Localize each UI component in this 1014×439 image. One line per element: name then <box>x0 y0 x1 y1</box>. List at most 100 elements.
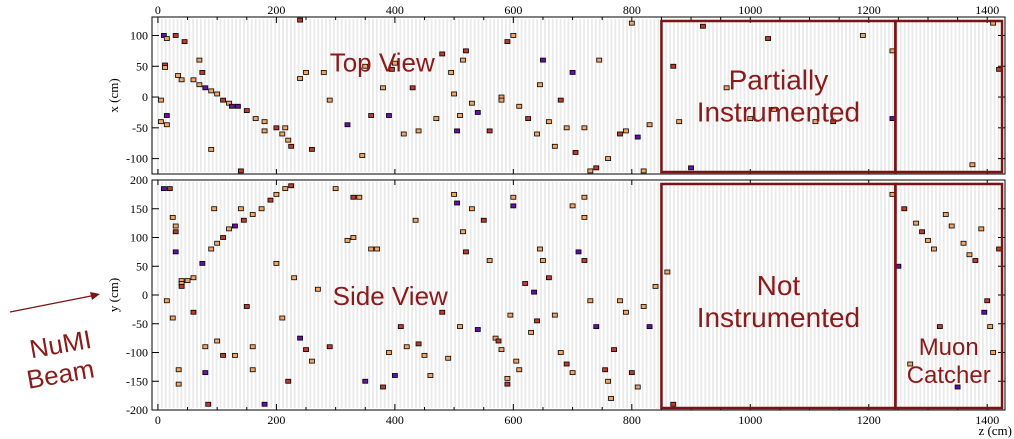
plane-strip <box>962 182 965 408</box>
x-tick-label-top: 1400 <box>975 3 999 17</box>
plane-strip <box>888 19 890 172</box>
plane-strip <box>806 182 808 408</box>
plane-strip <box>692 182 695 408</box>
x-tick-label-top: 600 <box>504 3 522 17</box>
plane-strip <box>184 19 187 172</box>
plane-strip <box>379 19 382 172</box>
plane-strip <box>583 182 585 408</box>
x-tick-label-top: 200 <box>267 3 285 17</box>
hit-marker <box>628 20 635 26</box>
hit-top <box>765 36 771 41</box>
hit-marker <box>534 131 540 137</box>
hit-marker <box>563 125 570 131</box>
plane-strip <box>614 182 617 408</box>
hit-marker <box>460 229 466 235</box>
hit-marker <box>252 116 259 121</box>
hit-marker <box>160 33 167 38</box>
plane-strip <box>501 182 503 408</box>
plane-strip <box>872 182 875 408</box>
plane-strip <box>395 19 398 172</box>
plane-strip <box>532 19 535 172</box>
hit-marker <box>495 338 502 344</box>
plane-strip <box>876 19 879 172</box>
plane-strip <box>708 182 711 408</box>
plane-strip <box>329 19 331 172</box>
hit-marker <box>605 156 612 162</box>
plane-strip <box>720 19 722 172</box>
hit-side <box>175 381 182 387</box>
plane-strip <box>180 182 183 408</box>
y-tick-label-side: -150 <box>126 374 148 388</box>
plane-strip <box>676 19 679 172</box>
plane-strip <box>262 19 265 172</box>
hit-side <box>537 246 543 252</box>
hit-marker <box>175 381 182 387</box>
hit-marker <box>279 131 286 137</box>
hit-marker <box>622 128 629 134</box>
hit-top <box>545 119 552 125</box>
hit-side <box>480 217 487 223</box>
plane-strip <box>223 182 226 408</box>
plane-strip <box>192 182 195 408</box>
plane-strip <box>497 182 499 408</box>
plane-strip <box>168 19 171 172</box>
plane-strip <box>477 182 480 408</box>
hit-marker <box>646 122 653 128</box>
hit-marker <box>240 217 247 223</box>
plane-strip <box>774 182 777 408</box>
hit-top <box>199 70 206 75</box>
hit-marker <box>356 194 363 200</box>
hit-marker <box>981 309 988 315</box>
hit-marker <box>326 344 333 350</box>
plane-strip <box>243 182 245 408</box>
hit-marker <box>237 206 244 212</box>
plane-strip <box>563 19 566 172</box>
plane-strip <box>227 19 230 172</box>
plane-strip <box>735 19 738 172</box>
plane-strip <box>454 182 456 408</box>
plane-strip <box>993 19 996 172</box>
hit-marker <box>157 119 164 125</box>
plane-strip <box>657 19 660 172</box>
x-tick-label-top: 800 <box>623 3 641 17</box>
plane-strip <box>899 19 902 172</box>
hit-side <box>350 235 357 240</box>
hit-marker <box>344 237 351 243</box>
plane-strip <box>751 182 754 408</box>
plane-strip <box>798 19 800 172</box>
hit-side <box>261 401 268 407</box>
plane-strip <box>602 19 605 172</box>
region-box <box>894 19 1004 174</box>
plane-strip <box>618 182 621 408</box>
plane-strip <box>313 19 316 172</box>
hit-top <box>498 97 505 103</box>
plane-strip <box>192 19 195 172</box>
x-tick-label-bottom: 1200 <box>857 413 881 427</box>
hit-marker <box>211 206 218 212</box>
plane-strip <box>622 182 625 408</box>
hit-marker <box>261 128 268 134</box>
plane-strip <box>696 182 699 408</box>
hit-side <box>163 298 170 304</box>
plane-strip <box>598 19 601 172</box>
hit-marker <box>199 260 206 266</box>
plane-strip <box>387 182 390 408</box>
hit-marker <box>439 51 446 57</box>
hit-side <box>978 226 985 232</box>
beam-arrow-head <box>90 292 100 300</box>
hit-marker <box>771 106 777 112</box>
hit-side <box>391 373 398 378</box>
hit-marker <box>320 70 327 75</box>
plane-strip <box>809 19 812 172</box>
plane-strip <box>723 19 726 172</box>
hit-top <box>510 33 517 38</box>
hit-marker <box>314 286 321 292</box>
hit-marker <box>415 341 422 347</box>
hit-marker <box>214 240 221 246</box>
plane-strip <box>547 182 550 408</box>
plane-strip <box>806 19 808 172</box>
plane-strip <box>438 182 441 408</box>
hit-top <box>202 85 209 91</box>
hit-side <box>557 350 564 355</box>
hit-marker <box>220 352 226 358</box>
